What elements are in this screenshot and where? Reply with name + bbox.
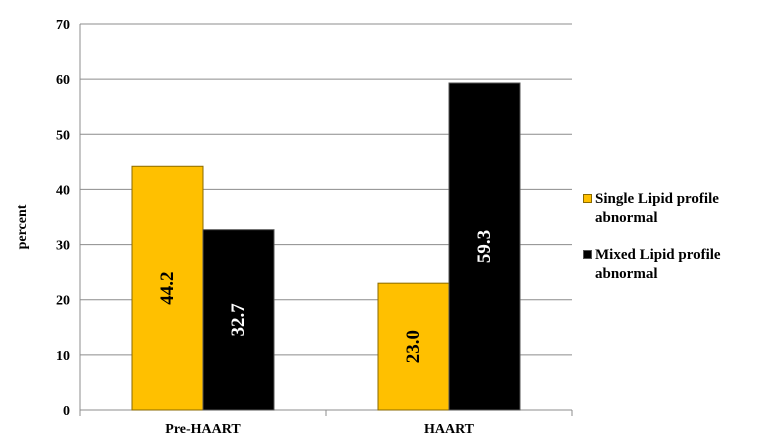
y-tick-label: 40 <box>56 183 70 198</box>
y-tick-label: 0 <box>63 404 70 419</box>
y-tick-label: 10 <box>56 349 70 364</box>
legend-label-mixed: Mixed Lipid profile abnormal <box>595 247 721 282</box>
bar-value-label: 59.3 <box>474 230 495 263</box>
bar-value-label: 44.2 <box>157 272 178 305</box>
y-tick-label: 50 <box>56 128 70 143</box>
bar-value-label: 23.0 <box>403 330 424 363</box>
legend-label-single: Single Lipid profile abnormal <box>595 191 719 226</box>
y-tick-label: 30 <box>56 239 70 254</box>
y-tick-label: 20 <box>56 294 70 309</box>
legend-swatch-single <box>583 194 592 203</box>
y-tick-labels: 0 10 20 30 40 50 60 70 <box>56 18 70 419</box>
bar-single-haart <box>377 282 450 411</box>
legend-swatch-mixed <box>583 250 592 259</box>
legend: Single Lipid profile abnormal Mixed Lipi… <box>581 190 766 302</box>
x-tick-labels: Pre-HAART HAART <box>165 422 474 437</box>
bar-mixed-pre-haart <box>202 229 275 411</box>
bar-single-pre-haart <box>131 165 204 411</box>
bars: 44.2 32.7 23.0 59.3 <box>131 82 521 411</box>
bar-value-label: 32.7 <box>228 303 249 337</box>
x-tick-label: Pre-HAART <box>165 422 241 437</box>
legend-item-single: Single Lipid profile abnormal <box>581 190 766 228</box>
bar-mixed-haart <box>448 82 521 411</box>
x-tick-label: HAART <box>424 422 475 437</box>
y-axis-title: percent <box>15 204 30 249</box>
y-tick-label: 70 <box>56 18 70 33</box>
y-tick-label: 60 <box>56 73 70 88</box>
legend-item-mixed: Mixed Lipid profile abnormal <box>581 246 766 284</box>
